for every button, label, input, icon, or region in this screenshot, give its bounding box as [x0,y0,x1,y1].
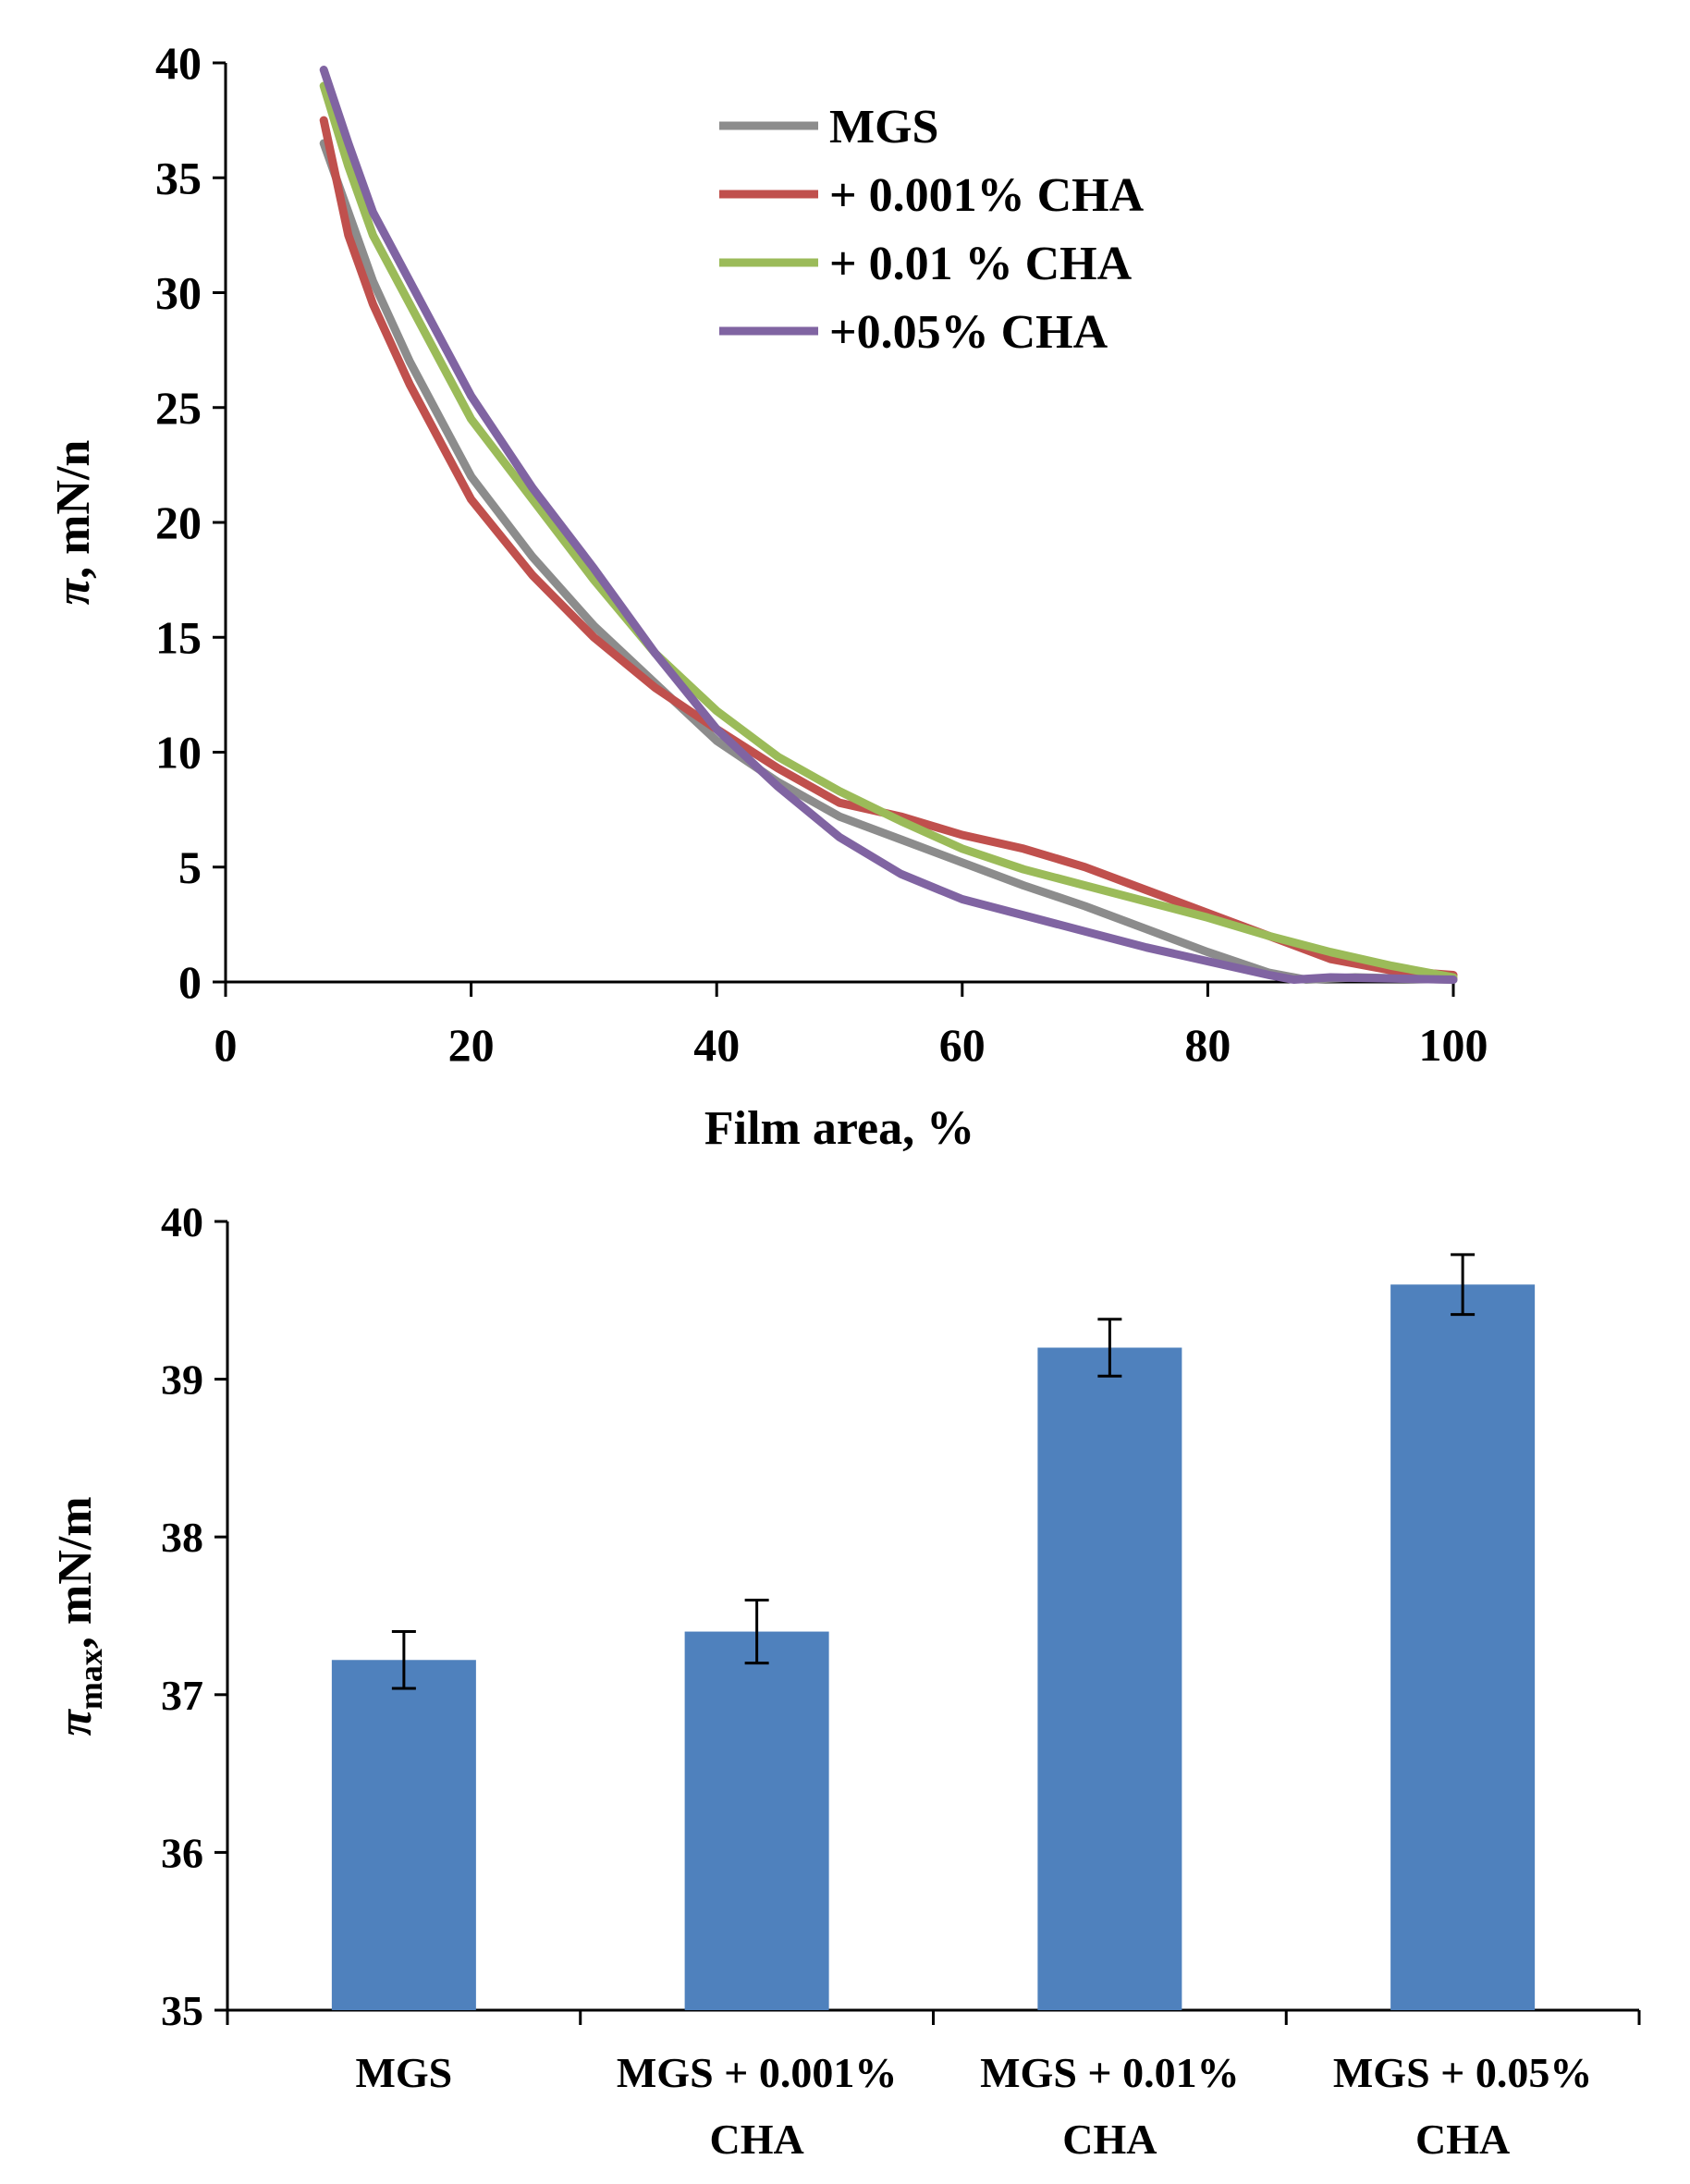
legend-label-3: + 0.01 % CHA [829,238,1133,290]
bar-category-label-4: CHA [1415,2116,1510,2163]
bar-4 [1390,1284,1536,2010]
bar-chart-y-ticks: 35 36 37 38 39 40 [161,1198,227,2034]
line-chart-y-label-symbol: π [47,577,100,605]
line-chart-x-tick-label: 40 [693,1019,740,1071]
bar-3 [1037,1347,1182,2010]
bar-chart-y-tick-label: 38 [161,1514,203,1561]
bar-category-label-2: CHA [710,2116,804,2163]
line-chart-y-label: π, mN/n [47,440,100,606]
line-chart-y-tick-label: 25 [155,382,202,434]
line-series-1 [319,139,1458,984]
bar-chart-y-tick-label: 40 [161,1198,203,1245]
line-chart-y-tick-label: 20 [155,497,202,548]
bar-chart-y-label-unit: , mN/m [49,1496,102,1649]
line-chart-y-tick-label: 30 [155,267,202,319]
bar-chart: 35 36 37 38 39 40 MGS MGS + 0.001% CHA MGS + 0.0… [49,1198,1641,2163]
bar-category-label-1: MGS [355,2049,452,2096]
bar-category-label-3: MGS + 0.01% [980,2049,1240,2096]
bar-category-label-3: CHA [1062,2116,1157,2163]
bar-chart-y-label: πmax, mN/m [49,1496,109,1736]
bar-category-label-4: MGS + 0.05% [1333,2049,1593,2096]
legend-label-1: MGS [829,101,938,153]
line-chart-legend: MGS + 0.001% CHA + 0.01 % CHA +0.05% CHA [719,101,1145,359]
line-chart-y-label-unit: , mN/n [47,440,100,579]
line-chart-x-tick-label: 60 [939,1019,986,1071]
line-chart-y-tick-label: 10 [155,727,202,779]
line-chart-x-label: Film area, % [704,1102,974,1155]
line-chart-x-tick-label: 0 [214,1019,238,1071]
bar-category-label-2: MGS + 0.001% [617,2049,898,2096]
line-chart-x-tick-label: 20 [448,1019,495,1071]
line-chart-y-tick-label: 0 [178,956,202,1008]
bar-chart-x-ticks [226,2010,1641,2025]
bar-chart-error-bars [391,1253,1476,1690]
line-chart-x-ticks: 0 20 40 60 80 100 [214,982,1488,1071]
bar-chart-bars [331,1284,1536,2010]
line-chart-series [319,66,1458,984]
bar-chart-y-tick-label: 37 [161,1672,203,1719]
legend-label-2: + 0.001% CHA [829,169,1145,222]
bar-chart-y-tick-label: 35 [161,1987,203,2034]
line-chart-x-tick-label: 100 [1419,1019,1488,1071]
line-chart: 0 5 10 15 20 25 30 35 40 0 20 40 60 80 100 MGS + 0.001… [47,37,1488,1155]
bar-2 [684,1631,829,2010]
line-chart-y-tick-label: 40 [155,37,202,89]
bar-chart-y-label-sub: max [72,1649,109,1710]
line-chart-y-tick-label: 35 [155,152,202,203]
bar-1 [331,1660,476,2010]
line-chart-y-tick-label: 5 [178,841,202,893]
line-series-3 [319,81,1458,982]
line-chart-y-ticks: 0 5 10 15 20 25 30 35 40 [155,37,226,1008]
bar-chart-y-tick-label: 36 [161,1829,203,1876]
line-series-4 [319,66,1458,984]
legend-label-4: +0.05% CHA [829,306,1108,359]
line-chart-y-tick-label: 15 [155,611,202,663]
bar-chart-y-label-symbol: π [49,1709,102,1736]
line-chart-x-tick-label: 80 [1184,1019,1231,1071]
bar-chart-y-tick-label: 39 [161,1356,203,1404]
bar-chart-category-labels: MGS MGS + 0.001% CHA MGS + 0.01% CHA MGS + 0.… [355,2049,1592,2163]
